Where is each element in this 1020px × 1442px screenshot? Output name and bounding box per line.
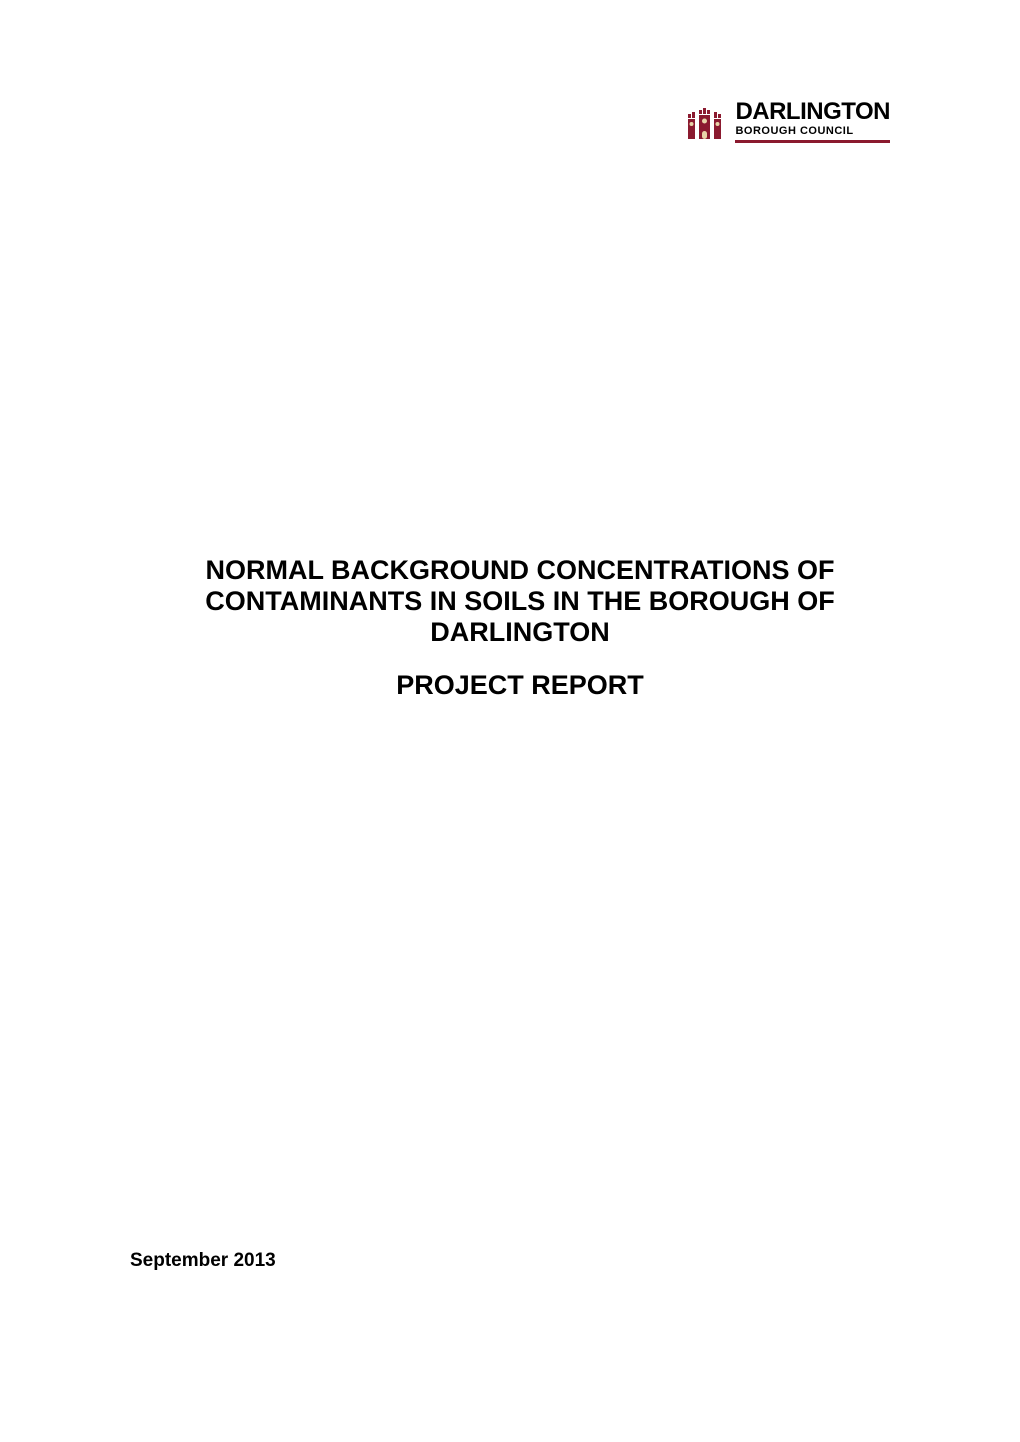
- title-line-3: DARLINGTON: [130, 617, 910, 648]
- title-section: NORMAL BACKGROUND CONCENTRATIONS OF CONT…: [130, 555, 910, 701]
- logo-text-group: DARLINGTON BOROUGH COUNCIL: [735, 100, 890, 143]
- logo-underline: [735, 140, 890, 143]
- date-text: September 2013: [130, 1250, 276, 1271]
- castle-icon: [685, 102, 727, 142]
- date-section: September 2013: [130, 1250, 276, 1272]
- title-line-1: NORMAL BACKGROUND CONCENTRATIONS OF: [130, 555, 910, 586]
- logo-main-text: DARLINGTON: [735, 100, 890, 124]
- logo-sub-text: BOROUGH COUNCIL: [735, 126, 890, 137]
- title-line-2: CONTAMINANTS IN SOILS IN THE BOROUGH OF: [130, 586, 910, 617]
- subtitle: PROJECT REPORT: [130, 670, 910, 701]
- darlington-logo: DARLINGTON BOROUGH COUNCIL: [685, 100, 890, 143]
- logo-container: DARLINGTON BOROUGH COUNCIL: [685, 100, 890, 143]
